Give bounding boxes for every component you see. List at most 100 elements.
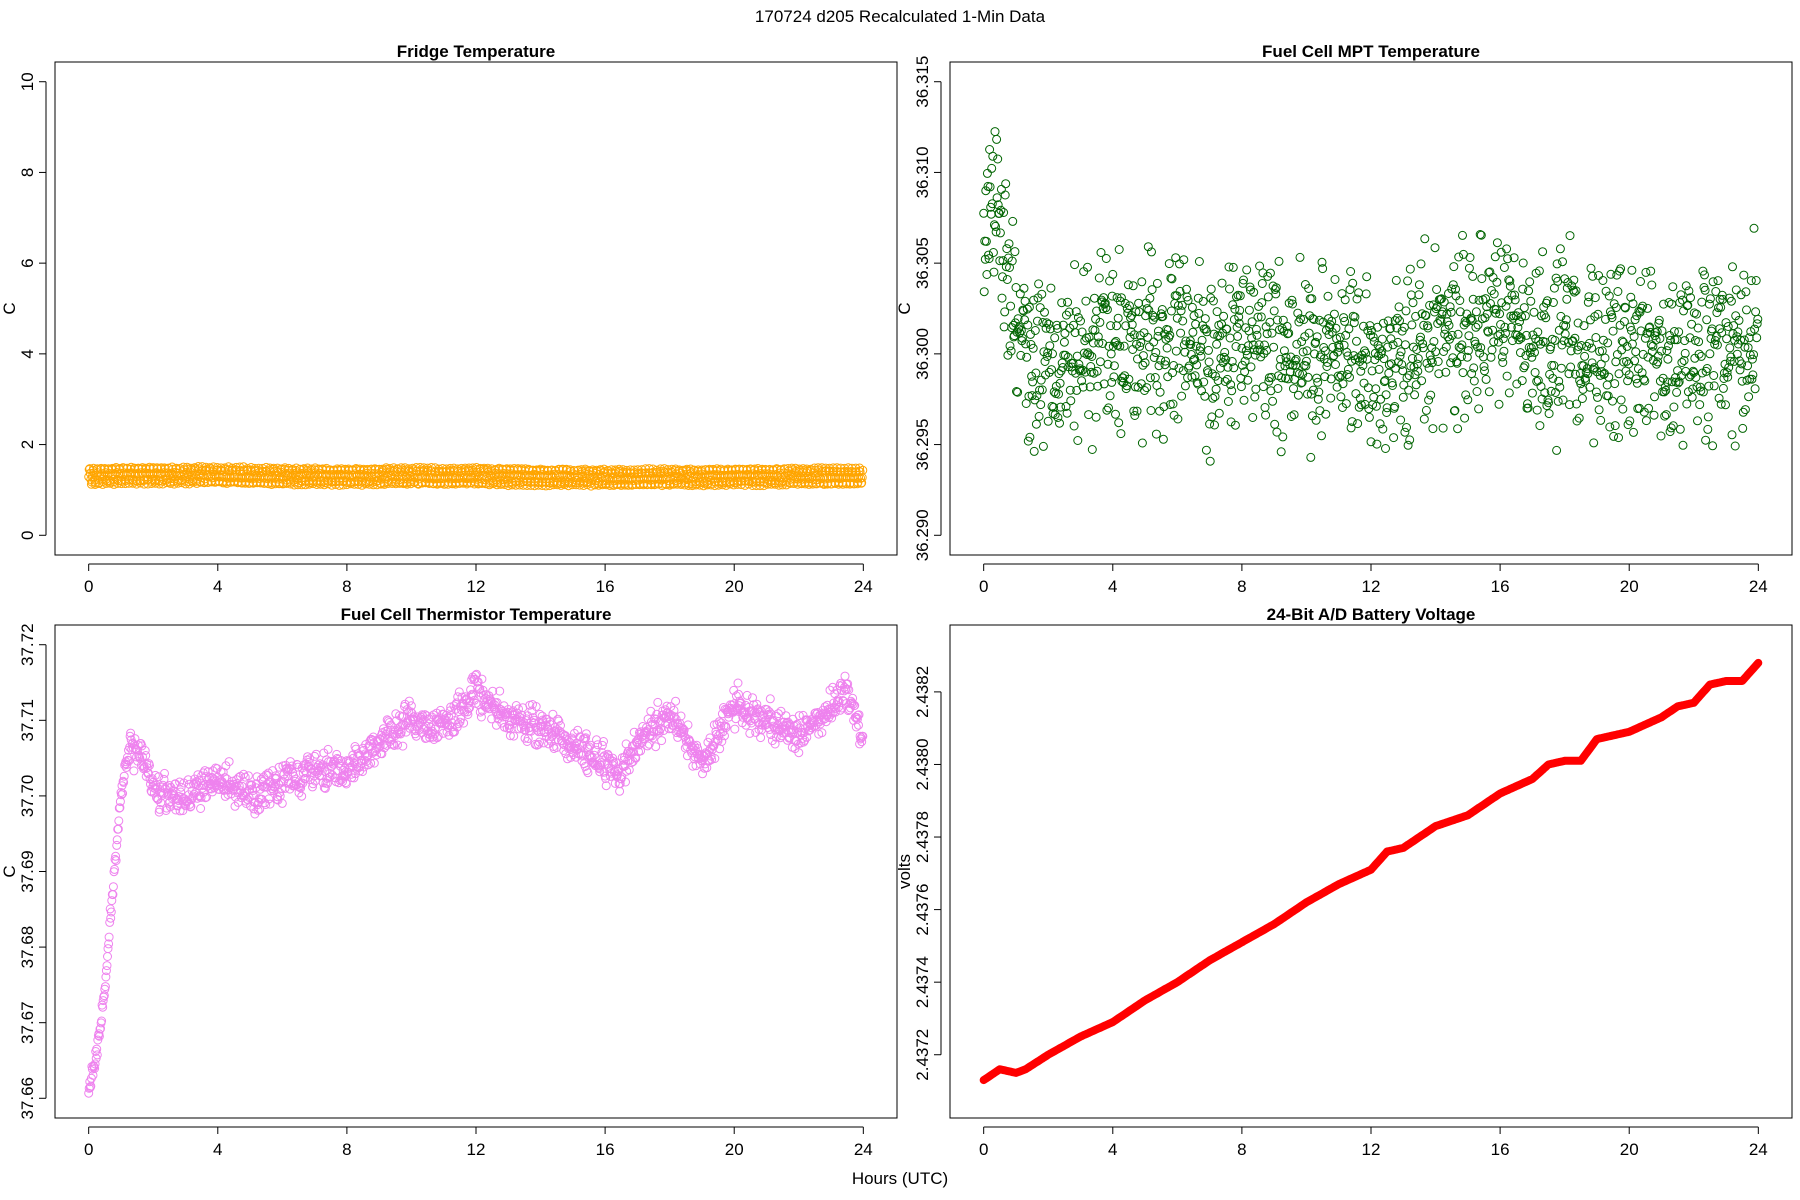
data-point <box>1350 355 1360 365</box>
data-point <box>1034 279 1044 289</box>
data-point <box>1225 284 1234 294</box>
data-point <box>1472 387 1482 396</box>
data-point <box>1256 312 1266 322</box>
data-point <box>1236 382 1246 392</box>
data-point <box>1179 255 1189 265</box>
y-tick-label: 37.68 <box>18 926 37 969</box>
data-point <box>106 913 116 923</box>
data-point <box>669 705 679 715</box>
data-point <box>1454 342 1464 352</box>
data-point <box>608 753 618 763</box>
data-point <box>106 907 116 917</box>
data-point <box>1750 324 1760 334</box>
data-point <box>1587 358 1597 368</box>
data-point <box>1584 292 1594 302</box>
data-point <box>1432 285 1442 294</box>
x-tick-label: 16 <box>1491 1140 1510 1159</box>
data-point <box>989 220 999 230</box>
data-point <box>389 741 399 750</box>
data-point <box>1037 385 1047 395</box>
data-point <box>716 721 726 731</box>
data-point <box>566 752 576 762</box>
data-point <box>993 154 1003 164</box>
data-point <box>560 731 570 740</box>
data-point <box>1095 317 1105 327</box>
data-point <box>1145 293 1155 303</box>
data-point <box>1737 359 1747 369</box>
data-point <box>463 710 473 719</box>
data-point <box>1080 367 1090 377</box>
data-point <box>1031 368 1041 378</box>
data-point <box>1408 298 1418 308</box>
data-point <box>1099 293 1109 303</box>
data-point <box>1515 317 1524 327</box>
data-point <box>1569 275 1579 285</box>
data-point <box>1144 342 1154 352</box>
data-point <box>1565 400 1574 410</box>
data-point <box>1593 392 1602 402</box>
plot-frame <box>54 624 898 1119</box>
data-point <box>298 778 308 788</box>
data-point <box>1203 368 1213 378</box>
data-point <box>1464 331 1474 341</box>
data-point <box>1565 231 1575 241</box>
data-point <box>1094 338 1104 348</box>
data-point <box>1219 352 1229 362</box>
data-point <box>1287 295 1297 305</box>
data-point <box>1206 293 1216 303</box>
data-point <box>987 199 997 209</box>
data-point <box>1168 368 1177 378</box>
data-point <box>751 727 761 737</box>
data-point <box>1749 223 1759 233</box>
data-point <box>1152 278 1162 288</box>
data-point <box>1388 340 1398 350</box>
data-point <box>1176 328 1186 338</box>
data-point <box>1146 406 1156 415</box>
data-point <box>1628 299 1638 309</box>
data-point <box>1548 373 1558 383</box>
data-point <box>1653 357 1663 367</box>
x-tick-label: 16 <box>596 1140 615 1159</box>
data-point <box>115 803 125 813</box>
data-point <box>553 714 563 724</box>
data-point <box>1234 318 1244 328</box>
data-point <box>1392 313 1402 323</box>
x-tick-label: 12 <box>467 1140 486 1159</box>
data-point <box>1423 323 1433 333</box>
data-point <box>1738 407 1748 417</box>
data-point <box>1518 258 1528 268</box>
data-point <box>358 767 367 777</box>
data-point <box>118 789 128 798</box>
data-point <box>1544 409 1554 419</box>
data-point <box>834 697 844 706</box>
data-point <box>1601 314 1610 324</box>
data-point <box>1683 300 1693 310</box>
x-tick-label: 20 <box>725 577 744 596</box>
data-point <box>1197 335 1207 345</box>
data-point <box>1200 314 1210 324</box>
y-tick-label: 10 <box>18 72 37 91</box>
data-point <box>196 792 206 802</box>
data-point <box>454 687 464 697</box>
data-point <box>1469 363 1479 373</box>
data-point <box>847 698 857 708</box>
data-point <box>1006 301 1016 311</box>
data-point <box>1101 303 1111 313</box>
data-point <box>426 722 436 732</box>
y-tick-label: 37.71 <box>18 699 37 742</box>
data-point <box>341 779 351 789</box>
data-point <box>1751 276 1761 285</box>
data-point <box>988 151 998 161</box>
data-point <box>1562 283 1572 293</box>
data-point <box>1333 347 1343 357</box>
data-point <box>1356 400 1366 410</box>
data-point <box>1314 387 1324 397</box>
data-point <box>1244 305 1254 315</box>
data-point <box>127 745 137 755</box>
data-point <box>995 256 1005 266</box>
data-point <box>1235 305 1245 315</box>
data-point <box>1322 362 1332 371</box>
data-point <box>535 709 545 719</box>
data-point <box>88 1070 98 1080</box>
data-point <box>1040 307 1049 317</box>
